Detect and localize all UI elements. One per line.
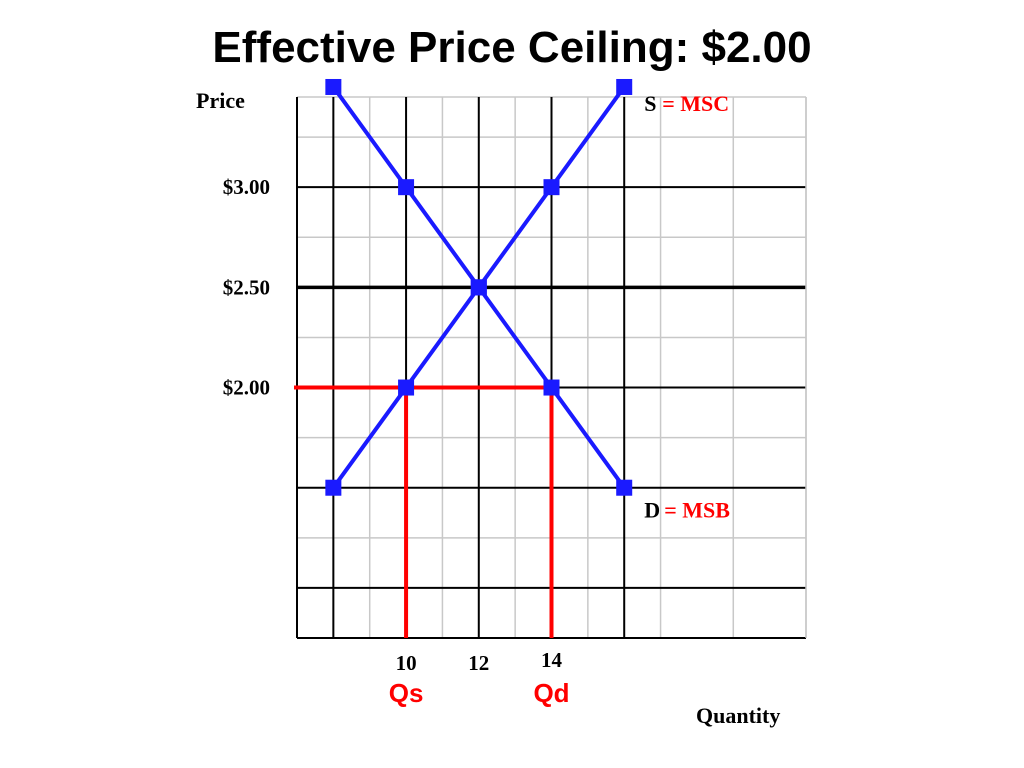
curves xyxy=(325,78,633,496)
quantity-label-qs: Qs xyxy=(389,678,424,708)
y-axis-label: Price xyxy=(196,88,245,113)
y-tick-label: $3.00 xyxy=(223,175,270,199)
price-ceiling-lines xyxy=(294,385,554,638)
y-tick-label: $2.00 xyxy=(223,376,270,400)
point-d xyxy=(543,379,560,396)
axis-labels: S = MSC D = MSB $3.00 $2.50 $2.00 10 12 14 Qs Qd xyxy=(223,91,731,708)
point-d xyxy=(398,179,415,196)
point-d xyxy=(616,479,633,496)
point-s xyxy=(398,379,415,396)
x-tick-label: 12 xyxy=(468,651,489,675)
point-d xyxy=(325,78,342,95)
curve-tag-s: S xyxy=(644,91,656,116)
x-axis-label: Quantity xyxy=(696,703,780,728)
curve-tag-d: D xyxy=(644,498,660,523)
y-tick-label: $2.50 xyxy=(223,275,270,299)
curve-tag-suffix-d: = MSB xyxy=(664,498,730,523)
point-s xyxy=(616,78,633,95)
x-tick-label: 14 xyxy=(541,648,563,672)
point-d xyxy=(470,279,487,296)
curve-tag-suffix-s: = MSC xyxy=(662,91,729,116)
x-tick-label: 10 xyxy=(396,651,417,675)
chart-title: Effective Price Ceiling: $2.00 xyxy=(212,23,811,72)
point-s xyxy=(543,179,560,196)
quantity-label-qd: Qd xyxy=(533,678,569,708)
point-s xyxy=(325,479,342,496)
